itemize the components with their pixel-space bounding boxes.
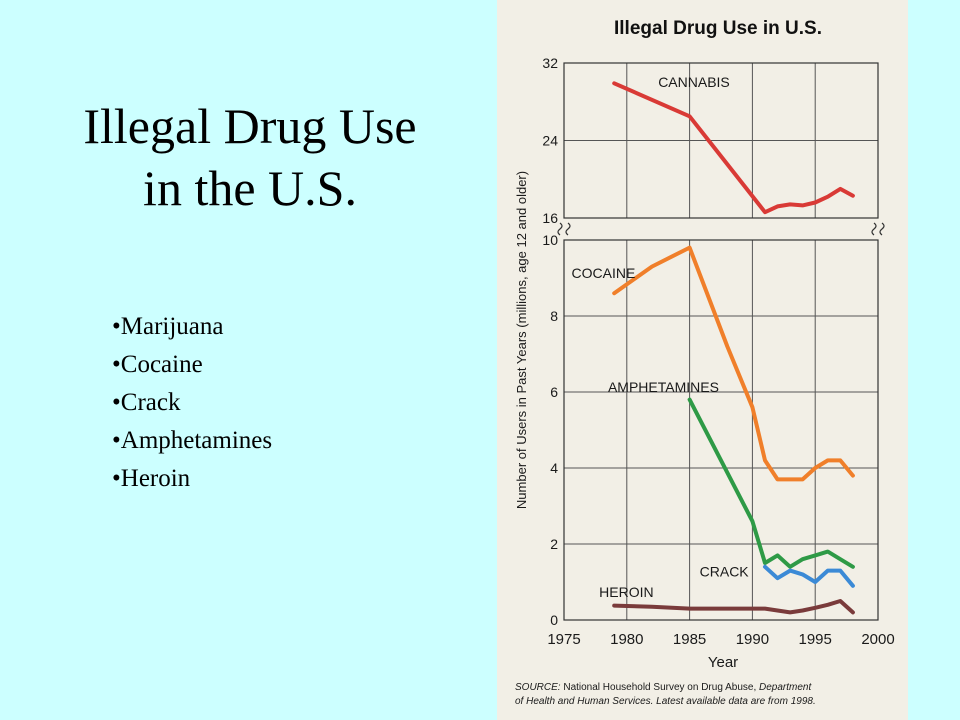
series-label-crack: CRACK xyxy=(700,563,750,579)
bullet-item-marijuana: Marijuana xyxy=(112,308,272,346)
series-label-heroin: HEROIN xyxy=(599,584,653,600)
y-tick-label-lower: 6 xyxy=(550,384,558,400)
y-tick-label-lower: 10 xyxy=(542,232,558,248)
y-tick-label-lower: 0 xyxy=(550,612,558,628)
x-tick-label: 2000 xyxy=(861,631,894,648)
y-tick-label-lower: 4 xyxy=(550,460,558,476)
y-tick-label-upper: 24 xyxy=(542,133,558,149)
source-prefix: SOURCE: xyxy=(515,682,561,693)
bullet-item-crack: Crack xyxy=(112,384,272,422)
axis-break-mark xyxy=(879,222,885,236)
series-line-cannabis xyxy=(612,81,855,215)
series-label-cocaine: COCAINE xyxy=(572,265,636,281)
series-label-cannabis: CANNABIS xyxy=(658,74,730,90)
slide-title: Illegal Drug Use in the U.S. xyxy=(30,95,470,219)
lower-panel-frame xyxy=(563,239,879,621)
bullet-item-heroin: Heroin xyxy=(112,460,272,498)
series-line-heroin xyxy=(612,599,855,615)
slide-title-line-2: in the U.S. xyxy=(143,160,357,216)
y-tick-label-upper: 32 xyxy=(542,55,558,71)
source-line-1: SOURCE: National Household Survey on Dru… xyxy=(515,682,812,693)
x-tick-label: 1975 xyxy=(547,631,580,648)
series-line-crack xyxy=(763,564,855,588)
series-label-amphetamines: AMPHETAMINES xyxy=(608,379,719,395)
slide-title-line-1: Illegal Drug Use xyxy=(83,98,417,154)
source-text: National Household Survey on Drug Abuse, xyxy=(561,682,759,693)
y-tick-label-lower: 8 xyxy=(550,308,558,324)
chart-image-panel: 1975 1980 1985 1990 1995 2000 16 24 32 0 2 4 6 8 10 CA… xyxy=(497,0,908,720)
bullet-item-cocaine: Cocaine xyxy=(112,346,272,384)
source-line-2: of Health and Human Services. Latest ava… xyxy=(515,696,816,707)
axis-break-mark xyxy=(565,222,571,236)
x-tick-label: 1985 xyxy=(673,631,706,648)
y-tick-label-upper: 16 xyxy=(542,210,558,226)
bullet-item-amphetamines: Amphetamines xyxy=(112,422,272,460)
upper-panel-frame xyxy=(563,62,879,219)
axis-break-mark xyxy=(871,222,877,236)
source-italic: Department xyxy=(759,682,812,693)
x-tick-label: 1995 xyxy=(799,631,832,648)
y-tick-label-lower: 2 xyxy=(550,536,558,552)
chart-title: Illegal Drug Use in U.S. xyxy=(614,18,822,39)
y-axis-label: Number of Users in Past Years (millions,… xyxy=(514,171,529,509)
series-line-amphetamines xyxy=(687,397,855,569)
series-line-cocaine xyxy=(612,245,855,482)
axis-break-mark xyxy=(557,222,563,236)
x-axis-label: Year xyxy=(708,654,738,671)
x-tick-label: 1990 xyxy=(736,631,769,648)
bullet-list: Marijuana Cocaine Crack Amphetamines Her… xyxy=(112,308,272,498)
x-tick-label: 1980 xyxy=(610,631,643,648)
